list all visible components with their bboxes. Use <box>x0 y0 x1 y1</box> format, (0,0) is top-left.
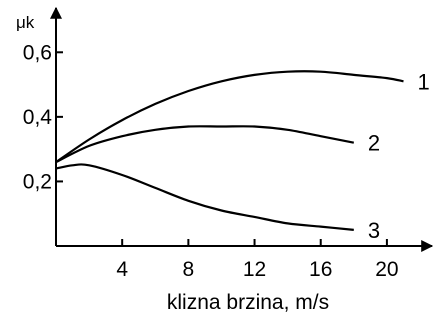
y-tick-label: 0,4 <box>23 106 53 129</box>
series: 1 2 3 <box>55 69 430 243</box>
x-tick-label: 8 <box>183 258 195 281</box>
series-line-1 <box>55 70 404 164</box>
x-tick-label: 4 <box>116 258 128 281</box>
y-axis-label: μk <box>16 13 35 32</box>
series-label-1: 1 <box>417 69 429 94</box>
series-label-2: 2 <box>368 131 380 156</box>
series-label-3: 3 <box>368 218 380 243</box>
series-line-2 <box>55 125 355 164</box>
x-axis-label: klizna brzina, m/s <box>167 291 329 314</box>
ticks: 4 8 12 16 20 0,2 0,4 0,6 <box>23 41 399 281</box>
x-tick-label: 12 <box>243 258 266 281</box>
y-tick-label: 0,2 <box>23 170 52 193</box>
x-tick-label: 20 <box>375 258 398 281</box>
x-tick-label: 16 <box>309 258 332 281</box>
series-line-3 <box>55 163 354 231</box>
y-tick-label: 0,6 <box>23 41 52 64</box>
